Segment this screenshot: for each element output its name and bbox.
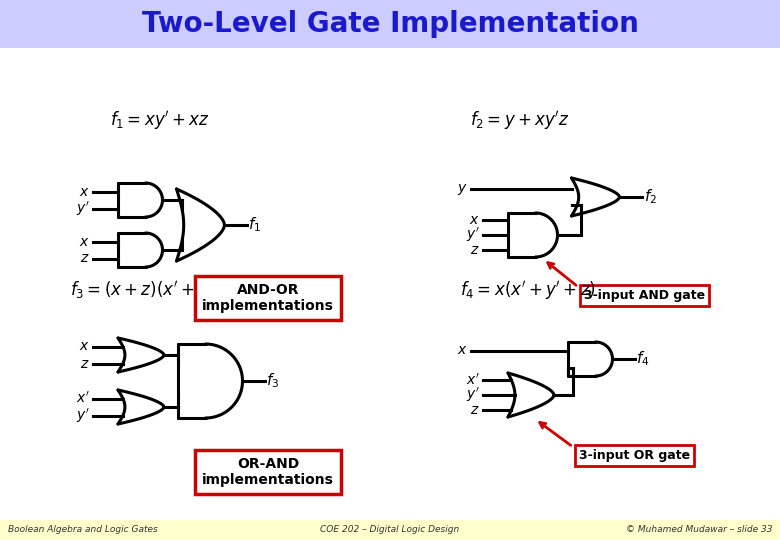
Text: Boolean Algebra and Logic Gates: Boolean Algebra and Logic Gates <box>8 525 158 535</box>
Text: $x$: $x$ <box>80 185 90 199</box>
Text: $f_4$: $f_4$ <box>636 350 650 368</box>
Text: $f_3 = (x + z)(x' + y')$: $f_3 = (x + z)(x' + y')$ <box>70 279 219 301</box>
FancyBboxPatch shape <box>0 520 780 540</box>
Text: $f_4 = x(x' + y' + z)$: $f_4 = x(x' + y' + z)$ <box>460 279 596 301</box>
Text: $x$: $x$ <box>80 234 90 248</box>
Text: © Muhamed Mudawar – slide 33: © Muhamed Mudawar – slide 33 <box>626 525 772 535</box>
Text: 3-input AND gate: 3-input AND gate <box>584 289 705 302</box>
Text: $x$: $x$ <box>80 340 90 354</box>
FancyBboxPatch shape <box>0 0 780 48</box>
Text: $z$: $z$ <box>470 403 480 417</box>
Text: $f_2$: $f_2$ <box>644 187 657 206</box>
Text: $y'$: $y'$ <box>466 226 480 244</box>
Text: $y'$: $y'$ <box>466 386 480 404</box>
Text: $x'$: $x'$ <box>466 373 480 388</box>
Text: $f_1 = xy' + xz$: $f_1 = xy' + xz$ <box>110 109 210 132</box>
Text: AND-OR
implementations: AND-OR implementations <box>202 283 334 313</box>
Text: $y$: $y$ <box>457 181 468 197</box>
Text: $f_3$: $f_3$ <box>267 372 280 390</box>
Text: COE 202 – Digital Logic Design: COE 202 – Digital Logic Design <box>321 525 459 535</box>
Text: $x$: $x$ <box>457 343 468 357</box>
Text: $z$: $z$ <box>80 356 90 370</box>
Text: $f_1$: $f_1$ <box>249 215 261 234</box>
Text: $y'$: $y'$ <box>76 407 90 424</box>
Text: $x$: $x$ <box>470 213 480 227</box>
Text: $z$: $z$ <box>80 252 90 266</box>
Text: $x'$: $x'$ <box>76 391 90 406</box>
Text: Two-Level Gate Implementation: Two-Level Gate Implementation <box>141 10 639 38</box>
Text: $y'$: $y'$ <box>76 199 90 218</box>
Text: $z$: $z$ <box>470 242 480 256</box>
Text: OR-AND
implementations: OR-AND implementations <box>202 457 334 487</box>
Text: $f_2 = y + xy'z$: $f_2 = y + xy'z$ <box>470 109 569 132</box>
Text: 3-input OR gate: 3-input OR gate <box>579 449 690 462</box>
